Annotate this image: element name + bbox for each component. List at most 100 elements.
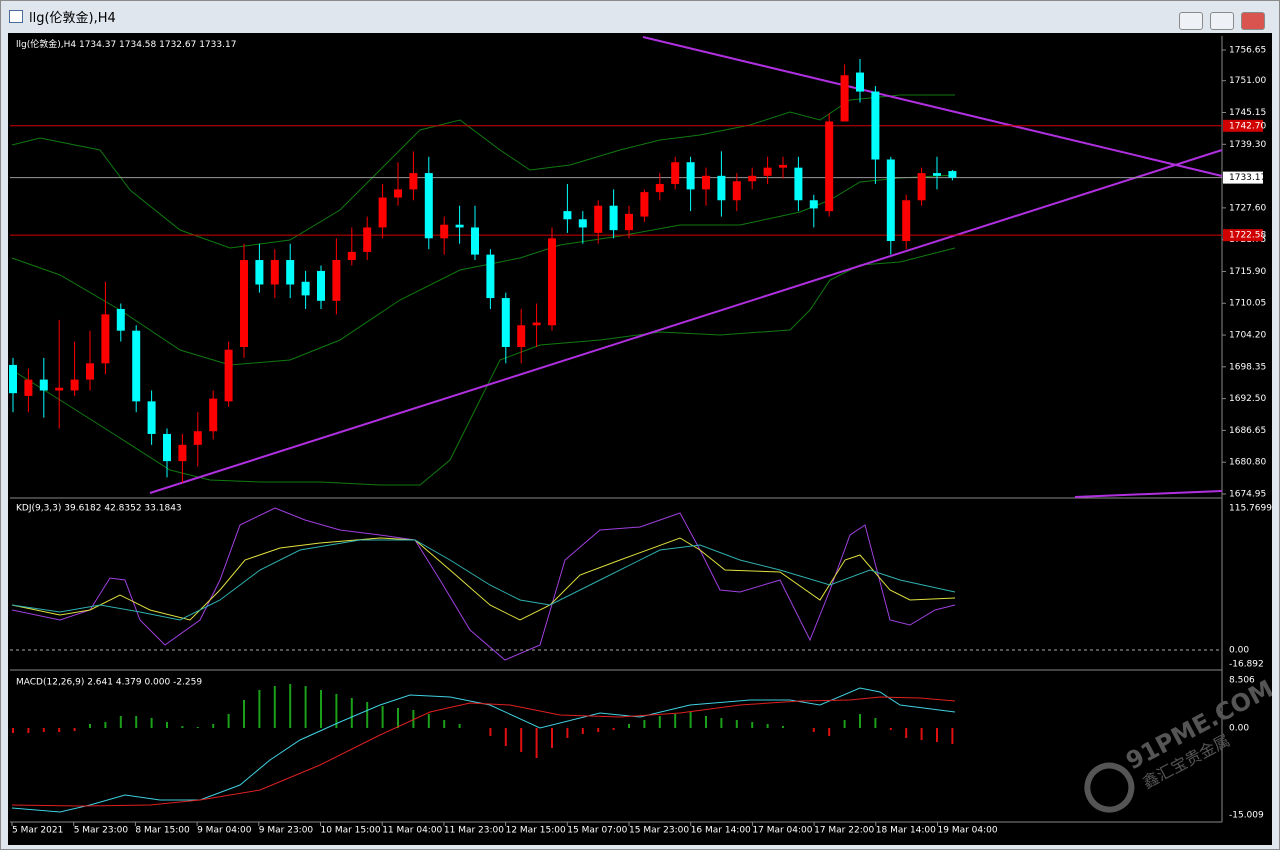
y-tick-label: 1698.35 xyxy=(1229,362,1266,372)
kdj-lines xyxy=(10,507,1222,661)
y-tick-label: 1756.65 xyxy=(1229,46,1266,56)
macd-lines xyxy=(11,687,956,813)
y-tick-label: 1739.30 xyxy=(1229,140,1266,150)
maximize-button[interactable] xyxy=(1210,12,1234,30)
candle-body xyxy=(39,379,48,391)
x-tick-label: 5 Mar 23:00 xyxy=(74,826,129,836)
macd-header: MACD(12,26,9) 2.641 4.379 0.000 -2.259 xyxy=(16,678,202,688)
level-label: 1742.70 xyxy=(1229,121,1266,131)
y-tick-label: 1751.00 xyxy=(1229,76,1266,86)
x-tick-label: 17 Mar 04:00 xyxy=(752,826,812,836)
kdj-tick: 115.7699 xyxy=(1229,504,1272,514)
candle-body xyxy=(609,205,618,231)
candle-body xyxy=(748,175,757,182)
candle-body xyxy=(840,75,849,122)
y-tick-label: 1674.95 xyxy=(1229,490,1266,500)
candle-body xyxy=(209,398,218,432)
candle-body xyxy=(886,159,895,242)
chart-header: llg(伦敦金),H4 1734.37 1734.58 1732.67 1733… xyxy=(16,38,236,50)
candle-body xyxy=(363,227,372,252)
minimize-button[interactable] xyxy=(1179,12,1203,30)
candle-body xyxy=(856,72,864,92)
candle-body xyxy=(486,254,495,299)
kdj-tick: -16.892 xyxy=(1229,660,1264,670)
candle-body xyxy=(286,260,295,285)
x-tick-label: 12 Mar 15:00 xyxy=(506,826,566,836)
candle-body xyxy=(779,164,787,168)
x-tick-label: 8 Mar 15:00 xyxy=(135,826,190,836)
candle-body xyxy=(255,260,264,285)
current-price-label: 1733.17 xyxy=(1229,173,1266,183)
candle-body xyxy=(517,325,526,347)
candle-body xyxy=(640,192,649,217)
ohlc: 1734.37 1734.58 1732.67 1733.17 xyxy=(79,40,236,50)
x-tick-label: 11 Mar 04:00 xyxy=(382,826,442,836)
level-tag xyxy=(1223,119,1263,132)
candle-body xyxy=(763,167,772,176)
candle-body xyxy=(55,387,64,391)
symbol: llg(伦敦金),H4 xyxy=(16,38,76,50)
x-tick-label: 16 Mar 14:00 xyxy=(691,826,751,836)
title-bar: llg(伦敦金),H4 xyxy=(1,1,1279,31)
candle-body xyxy=(794,167,803,201)
y-tick-label: 1745.15 xyxy=(1229,108,1266,118)
candle-body xyxy=(948,171,957,178)
candle-body xyxy=(86,363,94,380)
candle-body xyxy=(455,224,464,228)
y-tick-label: 1715.90 xyxy=(1229,267,1266,277)
candle-body xyxy=(193,431,202,445)
macd-tick: 8.506 xyxy=(1229,676,1255,686)
candle-body xyxy=(424,173,433,239)
x-tick-label: 9 Mar 23:00 xyxy=(259,826,314,836)
candle-body xyxy=(240,260,248,347)
y-tick-label: 1704.20 xyxy=(1229,331,1266,341)
candle-body xyxy=(409,173,418,190)
macd-tick: -15.009 xyxy=(1229,811,1264,821)
candle-body xyxy=(163,433,171,462)
close-button[interactable] xyxy=(1241,12,1265,30)
candle-body xyxy=(9,364,17,394)
chart: llg(伦敦金),H4 1734.37 1734.58 1732.67 1733… xyxy=(8,33,1272,845)
candle-body xyxy=(24,379,33,396)
candle-body xyxy=(563,211,572,220)
current-price-tag xyxy=(1223,171,1263,184)
y-tick-label: 1710.05 xyxy=(1229,299,1266,309)
candle-body xyxy=(732,181,741,201)
candle-body xyxy=(902,200,911,242)
kdj-header: KDJ(9,3,3) 39.6182 42.8352 33.1843 xyxy=(16,504,182,514)
kdj-tick: 0.00 xyxy=(1229,646,1249,656)
candle-body xyxy=(378,197,387,228)
candle-body xyxy=(825,121,834,212)
x-tick-label: 17 Mar 22:00 xyxy=(814,826,874,836)
candle-body xyxy=(317,270,325,301)
x-tick-label: 19 Mar 04:00 xyxy=(938,826,998,836)
candle-body xyxy=(132,330,141,402)
x-tick-label: 15 Mar 23:00 xyxy=(629,826,689,836)
candle-body xyxy=(270,260,279,285)
candle-body xyxy=(686,162,695,190)
candle-body xyxy=(70,379,79,391)
candle-body xyxy=(178,444,187,462)
macd-histogram xyxy=(12,684,954,758)
candle-body xyxy=(871,91,880,160)
macd-tick: 0.00 xyxy=(1229,724,1249,734)
candle-body xyxy=(594,205,603,233)
x-tick-label: 15 Mar 07:00 xyxy=(567,826,627,836)
candle-body xyxy=(933,173,941,176)
window-title: llg(伦敦金),H4 xyxy=(29,10,116,26)
x-tick-label: 9 Mar 04:00 xyxy=(197,826,252,836)
candle-body xyxy=(394,189,402,198)
candle-body xyxy=(717,175,726,201)
candle-body xyxy=(625,213,633,231)
candle-body xyxy=(440,224,449,239)
x-tick-label: 10 Mar 15:00 xyxy=(321,826,381,836)
candle-body xyxy=(224,349,233,402)
x-tick-label: 18 Mar 14:00 xyxy=(876,826,936,836)
candle-body xyxy=(532,322,541,326)
x-tick-label: 11 Mar 23:00 xyxy=(444,826,504,836)
y-tick-label: 1692.50 xyxy=(1229,394,1266,404)
candle-body xyxy=(501,298,510,347)
candle-body xyxy=(917,173,926,201)
candle-body xyxy=(347,251,356,261)
chart-bg xyxy=(8,33,1272,845)
